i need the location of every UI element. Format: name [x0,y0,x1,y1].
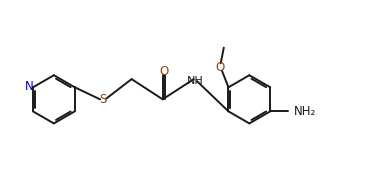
Text: S: S [100,93,107,106]
Text: O: O [215,61,225,73]
Text: NH₂: NH₂ [294,105,316,118]
Text: NH: NH [187,76,204,86]
Text: N: N [25,80,33,93]
Text: O: O [159,65,169,78]
